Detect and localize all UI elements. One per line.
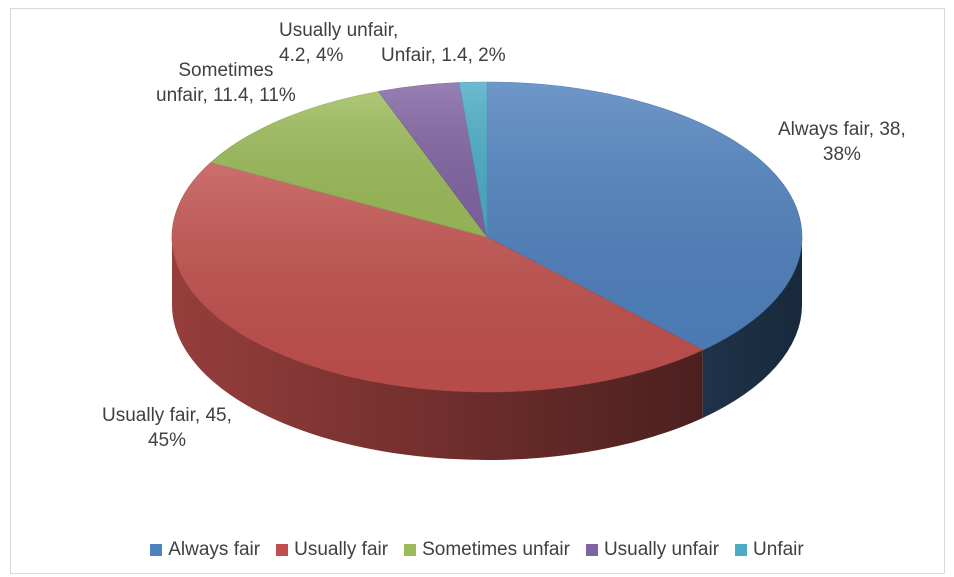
data-label-line: 45% — [102, 428, 232, 453]
legend-item-usually-fair: Usually fair — [276, 539, 388, 561]
legend: Always fair Usually fair Sometimes unfai… — [0, 537, 954, 563]
data-label-line: Sometimes — [156, 58, 296, 83]
legend-item-always-fair: Always fair — [150, 539, 260, 561]
legend-label: Sometimes unfair — [422, 539, 570, 561]
data-label-line: Usually fair, 45, — [102, 403, 232, 428]
data-label-sometimes-unfair: Sometimes unfair, 11.4, 11% — [156, 58, 296, 108]
data-label-line: unfair, 11.4, 11% — [156, 83, 296, 108]
data-label-always-fair: Always fair, 38, 38% — [778, 117, 906, 167]
data-label-usually-fair: Usually fair, 45, 45% — [102, 403, 232, 453]
data-label-line: Usually unfair, — [279, 18, 398, 43]
data-label-line: Always fair, 38, — [778, 117, 906, 142]
data-label-line: Unfair, 1.4, 2% — [381, 43, 506, 68]
legend-label: Always fair — [168, 539, 260, 561]
legend-swatch-sometimes-unfair — [404, 544, 416, 556]
legend-item-unfair: Unfair — [735, 539, 804, 561]
legend-swatch-always-fair — [150, 544, 162, 556]
legend-item-sometimes-unfair: Sometimes unfair — [404, 539, 570, 561]
legend-item-usually-unfair: Usually unfair — [586, 539, 719, 561]
legend-label: Unfair — [753, 539, 804, 561]
data-label-unfair: Unfair, 1.4, 2% — [381, 43, 506, 68]
legend-swatch-usually-unfair — [586, 544, 598, 556]
legend-label: Usually fair — [294, 539, 388, 561]
legend-swatch-unfair — [735, 544, 747, 556]
legend-swatch-usually-fair — [276, 544, 288, 556]
legend-label: Usually unfair — [604, 539, 719, 561]
data-label-line: 38% — [778, 142, 906, 167]
